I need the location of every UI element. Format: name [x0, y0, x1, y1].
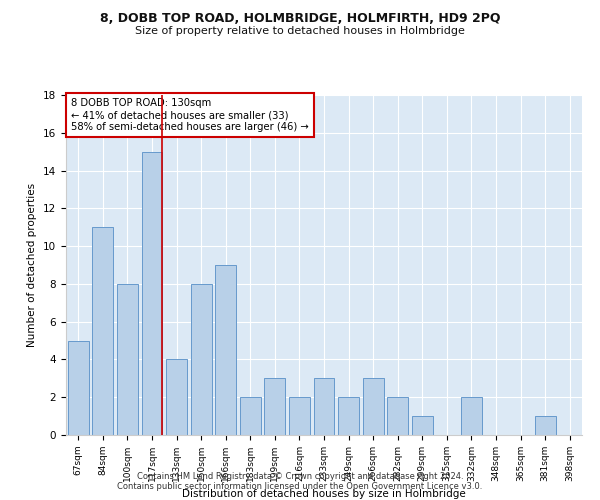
- Bar: [461, 397, 482, 435]
- Y-axis label: Number of detached properties: Number of detached properties: [28, 183, 37, 347]
- Bar: [412, 416, 433, 435]
- Text: 8, DOBB TOP ROAD, HOLMBRIDGE, HOLMFIRTH, HD9 2PQ: 8, DOBB TOP ROAD, HOLMBRIDGE, HOLMFIRTH,…: [100, 12, 500, 26]
- Bar: [265, 378, 286, 435]
- Bar: [166, 360, 187, 435]
- Bar: [142, 152, 163, 435]
- Text: 8 DOBB TOP ROAD: 130sqm
← 41% of detached houses are smaller (33)
58% of semi-de: 8 DOBB TOP ROAD: 130sqm ← 41% of detache…: [71, 98, 309, 132]
- Bar: [240, 397, 261, 435]
- Bar: [92, 227, 113, 435]
- Bar: [215, 265, 236, 435]
- Text: Size of property relative to detached houses in Holmbridge: Size of property relative to detached ho…: [135, 26, 465, 36]
- Bar: [338, 397, 359, 435]
- X-axis label: Distribution of detached houses by size in Holmbridge: Distribution of detached houses by size …: [182, 490, 466, 500]
- Bar: [289, 397, 310, 435]
- Bar: [117, 284, 138, 435]
- Bar: [362, 378, 383, 435]
- Text: Contains public sector information licensed under the Open Government Licence v3: Contains public sector information licen…: [118, 482, 482, 491]
- Bar: [387, 397, 408, 435]
- Bar: [535, 416, 556, 435]
- Text: Contains HM Land Registry data © Crown copyright and database right 2024.: Contains HM Land Registry data © Crown c…: [137, 472, 463, 481]
- Bar: [314, 378, 334, 435]
- Bar: [191, 284, 212, 435]
- Bar: [68, 340, 89, 435]
